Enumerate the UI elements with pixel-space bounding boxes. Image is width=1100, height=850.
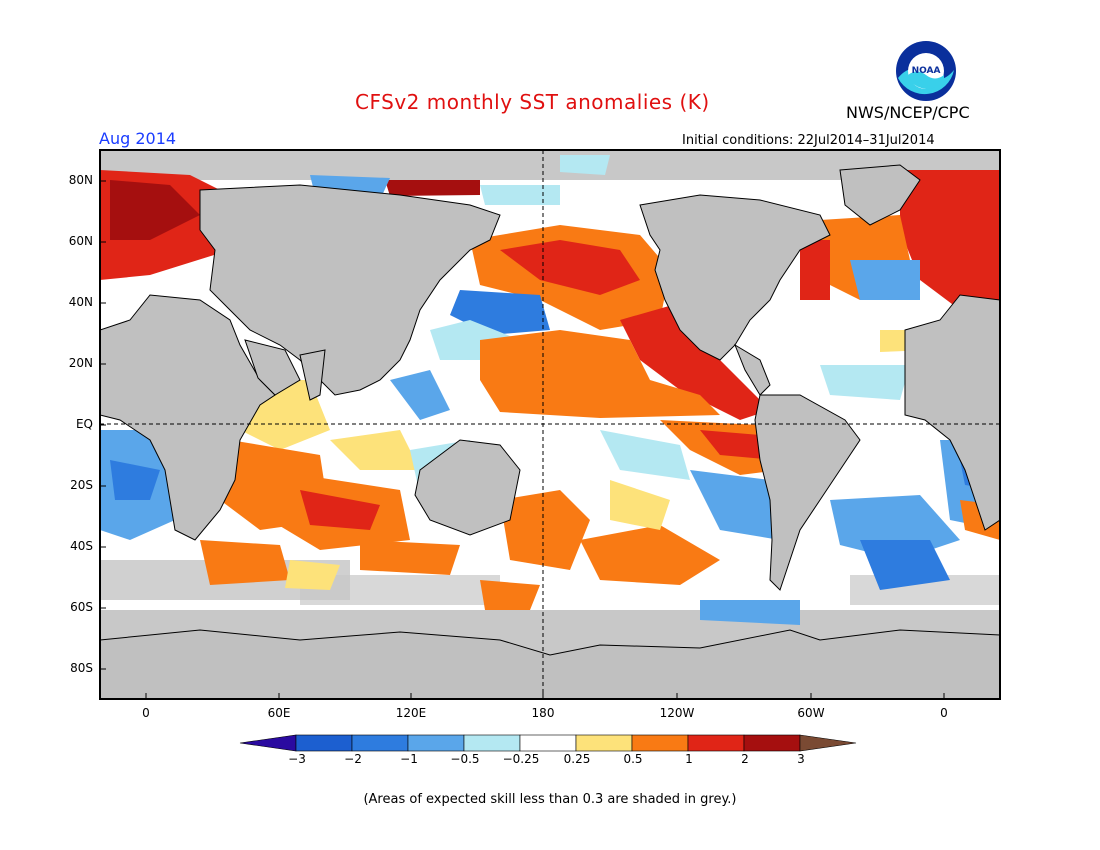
lon-tick-marks xyxy=(145,693,945,699)
colorbar-tick-label: 0.5 xyxy=(623,752,643,766)
lat-label: 20S xyxy=(70,478,93,492)
lat-label: 60S xyxy=(70,600,93,614)
lon-label: 0 xyxy=(940,706,948,720)
noaa-logo-icon: NOAA xyxy=(895,40,957,102)
lat-label: 60N xyxy=(68,234,93,248)
colorbar-tick-label: −0.5 xyxy=(450,752,480,766)
colorbar-tick-label: 2 xyxy=(741,752,749,766)
colorbar-segment xyxy=(407,734,465,752)
lon-label: 60W xyxy=(797,706,825,720)
lat-label: 80N xyxy=(68,173,93,187)
colorbar-segment xyxy=(519,734,577,752)
colorbar-tick-label: −1 xyxy=(400,752,418,766)
lon-label: 120E xyxy=(395,706,427,720)
colorbar-segment xyxy=(631,734,689,752)
colorbar-tick-label: 3 xyxy=(797,752,805,766)
colorbar-segment xyxy=(463,734,521,752)
lat-label: 40S xyxy=(70,539,93,553)
lat-label: 80S xyxy=(70,661,93,675)
colorbar-segment xyxy=(575,734,633,752)
chart-title: CFSv2 monthly SST anomalies (K) xyxy=(355,90,710,114)
lon-label: 120W xyxy=(659,706,695,720)
lat-tick-marks xyxy=(100,180,106,670)
colorbar-arrow-low xyxy=(239,734,297,752)
forecast-month: Aug 2014 xyxy=(99,129,177,148)
colorbar-tick-label: 1 xyxy=(685,752,693,766)
lon-label: 60E xyxy=(267,706,291,720)
colorbar-arrow-high xyxy=(799,734,857,752)
lon-label: 0 xyxy=(142,706,150,720)
land-masses xyxy=(100,164,1000,699)
lat-label: 20N xyxy=(68,356,93,370)
lat-label: EQ xyxy=(75,417,93,431)
lon-label: 180 xyxy=(531,706,555,720)
sst-anomaly-patches xyxy=(100,155,1000,625)
lat-label: 40N xyxy=(68,295,93,309)
initial-conditions: Initial conditions: 22Jul2014–31Jul2014 xyxy=(682,133,935,148)
colorbar-tick-label: −0.25 xyxy=(502,752,540,766)
colorbar-tick-label: 0.25 xyxy=(563,752,591,766)
colorbar-segment xyxy=(687,734,745,752)
colorbar-segment xyxy=(295,734,353,752)
colorbar-tick-label: −3 xyxy=(288,752,306,766)
svg-text:NOAA: NOAA xyxy=(912,66,941,76)
footnote: (Areas of expected skill less than 0.3 a… xyxy=(363,792,737,807)
colorbar-tick-label: −2 xyxy=(344,752,362,766)
colorbar-segment xyxy=(743,734,801,752)
agency-label: NWS/NCEP/CPC xyxy=(846,103,970,122)
colorbar-segment xyxy=(351,734,409,752)
colorbar xyxy=(239,734,857,752)
